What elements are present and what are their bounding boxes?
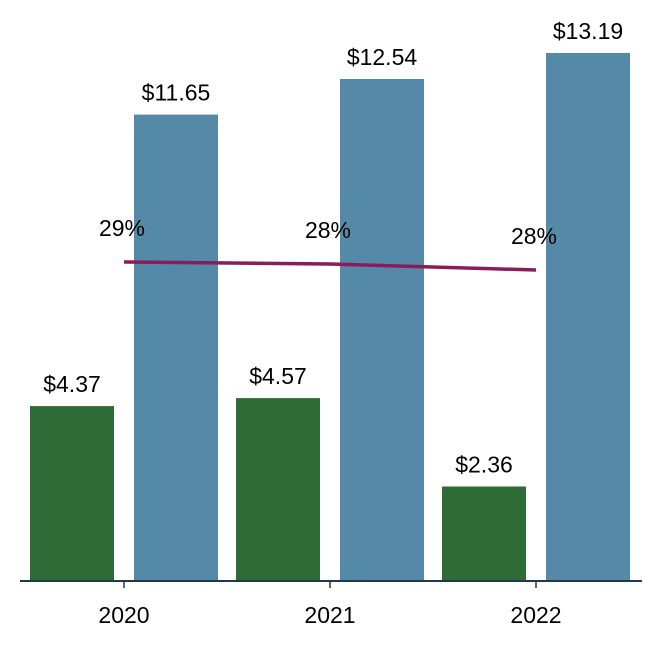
line-series bbox=[123, 260, 537, 272]
bar-value-label: $4.37 bbox=[43, 371, 101, 397]
x-tick-label: 2022 bbox=[510, 602, 561, 628]
bar-value-label: $4.57 bbox=[249, 363, 307, 389]
line-value-label: 28% bbox=[511, 223, 557, 249]
bar-blue-2021 bbox=[340, 79, 424, 581]
labels-layer: $4.37 $4.57 $2.36 $11.65 $12.54 $13.19 29% 28% 2… bbox=[43, 18, 623, 478]
bar-green-2022 bbox=[442, 486, 526, 581]
bar-value-label: $13.19 bbox=[553, 18, 623, 44]
x-axis: 2020 2021 2022 bbox=[20, 580, 642, 628]
bar-green-2021 bbox=[236, 398, 320, 581]
line-value-label: 29% bbox=[99, 215, 145, 241]
bar-blue-2022 bbox=[546, 53, 630, 581]
bars-layer bbox=[30, 53, 630, 581]
bar-value-label: $11.65 bbox=[142, 80, 211, 106]
bar-value-label: $12.54 bbox=[347, 44, 418, 70]
x-tick-label: 2020 bbox=[98, 602, 149, 628]
x-tick-label: 2021 bbox=[304, 602, 355, 628]
bar-green-2020 bbox=[30, 406, 114, 581]
bar-value-label: $2.36 bbox=[455, 452, 513, 478]
line-layer bbox=[123, 260, 537, 272]
line-value-label: 28% bbox=[305, 217, 351, 243]
bar-blue-2020 bbox=[134, 114, 218, 581]
